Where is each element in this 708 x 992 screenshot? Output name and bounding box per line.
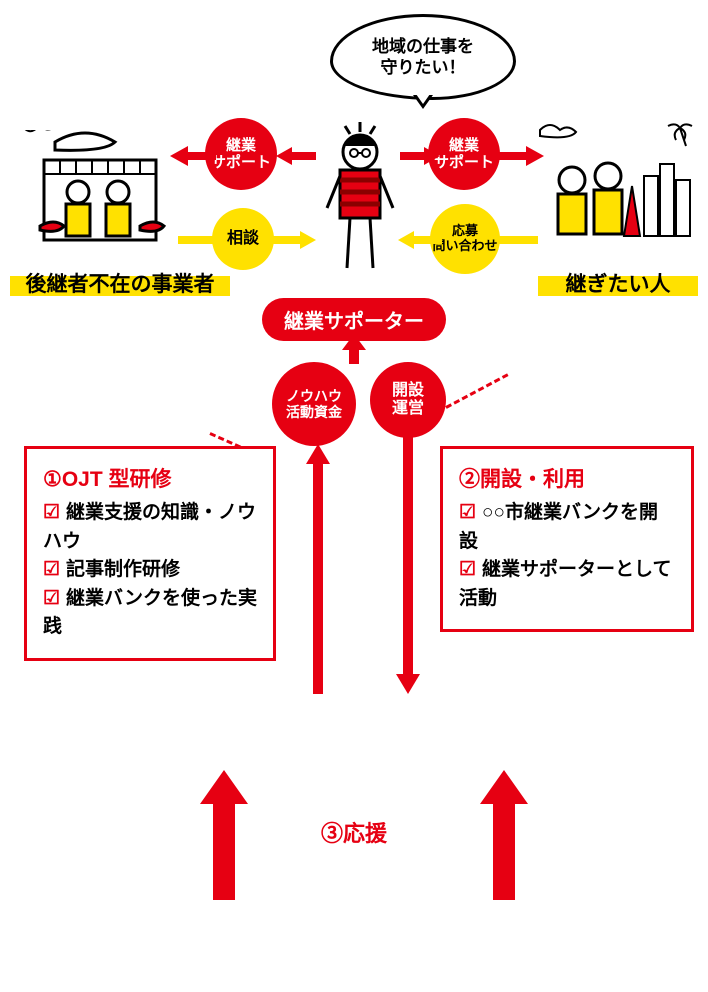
speech-cloud-text: 地域の仕事を 守りたい！ xyxy=(372,36,474,79)
left-group-caption: 後継者不在の事業者 xyxy=(10,268,230,298)
box-left-item: 継業支援の知識・ノウハウ xyxy=(43,499,257,556)
arrow-support-right-inner xyxy=(400,146,440,166)
arrow-apply-out xyxy=(498,230,538,250)
arrow-long-down xyxy=(396,436,420,694)
box-left-list: 継業支援の知識・ノウハウ 記事制作研修 継業バンクを使った実践 xyxy=(43,499,257,642)
badge-consult-text: 相談 xyxy=(227,230,259,248)
speech-cloud: 地域の仕事を 守りたい！ xyxy=(330,14,516,100)
badge-consult: 相談 xyxy=(212,208,274,270)
arrow-long-up xyxy=(306,444,330,694)
arrow-apply-in xyxy=(398,230,442,250)
box-left-item: 継業バンクを使った実践 xyxy=(43,585,257,642)
arrow-support-left xyxy=(170,146,216,166)
box-right: ②開設・利用 ○○市継業バンクを開設 継業サポーターとして活動 xyxy=(440,446,694,632)
box-right-item: ○○市継業バンクを開設 xyxy=(459,499,675,556)
right-group-icon xyxy=(530,120,700,270)
dash-right xyxy=(445,373,508,409)
arrow-support-left-inner xyxy=(276,146,316,166)
diagram-stage: 地域の仕事を 守りたい！ xyxy=(0,0,708,992)
arrow-consult-in xyxy=(272,230,316,250)
center-pill-text: 継業サポーター xyxy=(284,311,424,333)
badge-apply-text: 応募 問い合わせ xyxy=(432,224,497,254)
badge-open-run: 開設 運営 xyxy=(370,362,446,438)
right-group-caption: 継ぎたい人 xyxy=(538,268,698,298)
arrow-into-pill xyxy=(342,334,366,364)
box-right-list: ○○市継業バンクを開設 継業サポーターとして活動 xyxy=(459,499,675,613)
box-left-title: ①OJT 型研修 xyxy=(43,463,257,493)
badge-support-right-text: 継業 サポート xyxy=(434,137,494,172)
center-person-icon xyxy=(315,118,405,278)
badge-open-run-text: 開設 運営 xyxy=(392,382,424,419)
badge-support-left-text: 継業 サポート xyxy=(211,137,271,172)
arrow-consult-out xyxy=(178,230,218,250)
bottom-center-caption: ③応援 xyxy=(0,816,708,848)
box-right-item: 継業サポーターとして活動 xyxy=(459,556,675,613)
badge-knowhow: ノウハウ 活動資金 xyxy=(272,362,356,446)
arrow-support-right xyxy=(498,146,544,166)
badge-knowhow-text: ノウハウ 活動資金 xyxy=(286,388,342,420)
box-left-item: 記事制作研修 xyxy=(43,556,257,585)
box-right-title: ②開設・利用 xyxy=(459,463,675,493)
left-group-icon xyxy=(20,130,180,260)
box-left: ①OJT 型研修 継業支援の知識・ノウハウ 記事制作研修 継業バンクを使った実践 xyxy=(24,446,276,661)
